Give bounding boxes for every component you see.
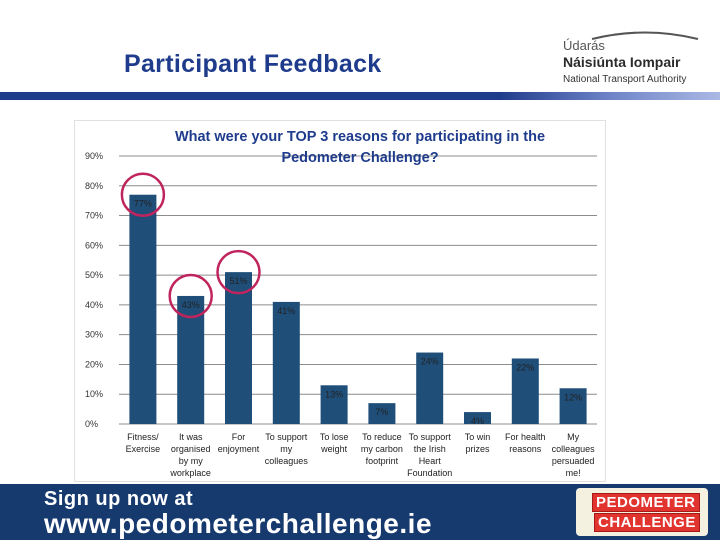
category-label: workplace (169, 468, 211, 478)
bar (368, 403, 396, 424)
category-label: organised (171, 444, 211, 454)
nta-logo: Údarás Náisiúnta Iompair National Transp… (560, 30, 710, 90)
category-label: enjoyment (218, 444, 260, 454)
category-label: My (567, 432, 579, 442)
category-label: Heart (419, 456, 442, 466)
category-label: me! (566, 468, 581, 478)
y-tick-label: 90% (85, 151, 103, 161)
logo-line2: Náisiúnta Iompair (563, 54, 681, 70)
bar (464, 412, 491, 424)
data-label: 13% (325, 389, 343, 399)
category-label: reasons (509, 444, 542, 454)
bar (416, 352, 444, 424)
category-label: Foundation (407, 468, 452, 478)
category-label: To reduce (362, 432, 402, 442)
banner-line1: Sign up now at (44, 488, 194, 510)
data-label: 4% (471, 416, 484, 426)
highlight-circle (120, 172, 166, 217)
data-label: 41% (277, 306, 295, 316)
bar-chart: 0% 10% 20% 30% 40% 50% 60% 70% 80% 90% What were y… (85, 129, 597, 478)
category-label: prizes (465, 444, 490, 454)
data-label: 7% (375, 407, 388, 417)
chart-title: What were your TOP 3 reasons for partici… (175, 129, 545, 145)
category-label: colleagues (265, 456, 309, 466)
category-label: To support (409, 432, 452, 442)
bar (272, 301, 300, 424)
highlight-circle (168, 273, 213, 319)
bar (320, 385, 348, 424)
category-label: To support (265, 432, 308, 442)
y-tick-label: 0% (85, 419, 98, 429)
category-label: colleagues (552, 444, 596, 454)
category-label: footprint (366, 456, 399, 466)
category-label: It was (179, 432, 203, 442)
y-tick-label: 30% (85, 330, 103, 340)
category-label: by my (179, 456, 204, 466)
data-label: 12% (564, 392, 582, 402)
category-label: weight (320, 444, 348, 454)
highlight-circle (216, 249, 261, 295)
category-label: the Irish (414, 444, 446, 454)
data-label: 51% (229, 276, 247, 286)
category-label: my (280, 444, 292, 454)
chart-frame: 0% 10% 20% 30% 40% 50% 60% 70% 80% 90% What were y… (74, 120, 606, 482)
bar (511, 358, 539, 424)
slide-title: Participant Feedback (124, 50, 382, 78)
bridge-arc-icon (591, 31, 699, 40)
y-tick-label: 60% (85, 240, 103, 250)
y-tick-label: 70% (85, 211, 103, 221)
category-label: To lose (320, 432, 349, 442)
pedometer-challenge-logo: PEDOMETER CHALLENGE (576, 488, 708, 536)
logo-line1: Údarás (563, 38, 605, 53)
category-label: Fitness/ (127, 432, 159, 442)
data-label: 24% (421, 357, 439, 367)
chart-title: Pedometer Challenge? (281, 150, 438, 166)
y-tick-label: 50% (85, 270, 103, 280)
title-divider (0, 92, 720, 100)
data-label: 43% (182, 300, 200, 310)
logo-word2: CHALLENGE (594, 513, 700, 532)
category-label: To win (465, 432, 491, 442)
category-label: my carbon (361, 444, 403, 454)
category-label: For (232, 432, 246, 442)
logo-line3: National Transport Authority (563, 74, 687, 85)
bar (559, 388, 587, 424)
bar (129, 194, 157, 424)
y-tick-label: 20% (85, 359, 103, 369)
logo-word1: PEDOMETER (592, 493, 700, 512)
category-label: Exercise (126, 444, 161, 454)
bar (225, 272, 252, 424)
y-tick-label: 40% (85, 300, 103, 310)
data-label: 77% (134, 199, 152, 209)
y-tick-label: 10% (85, 389, 103, 399)
banner-url[interactable]: www.pedometerchallenge.ie (44, 508, 433, 539)
category-label: persuaded (552, 456, 595, 466)
y-tick-label: 80% (85, 181, 103, 191)
category-label: For health (505, 432, 546, 442)
data-label: 22% (516, 362, 534, 372)
